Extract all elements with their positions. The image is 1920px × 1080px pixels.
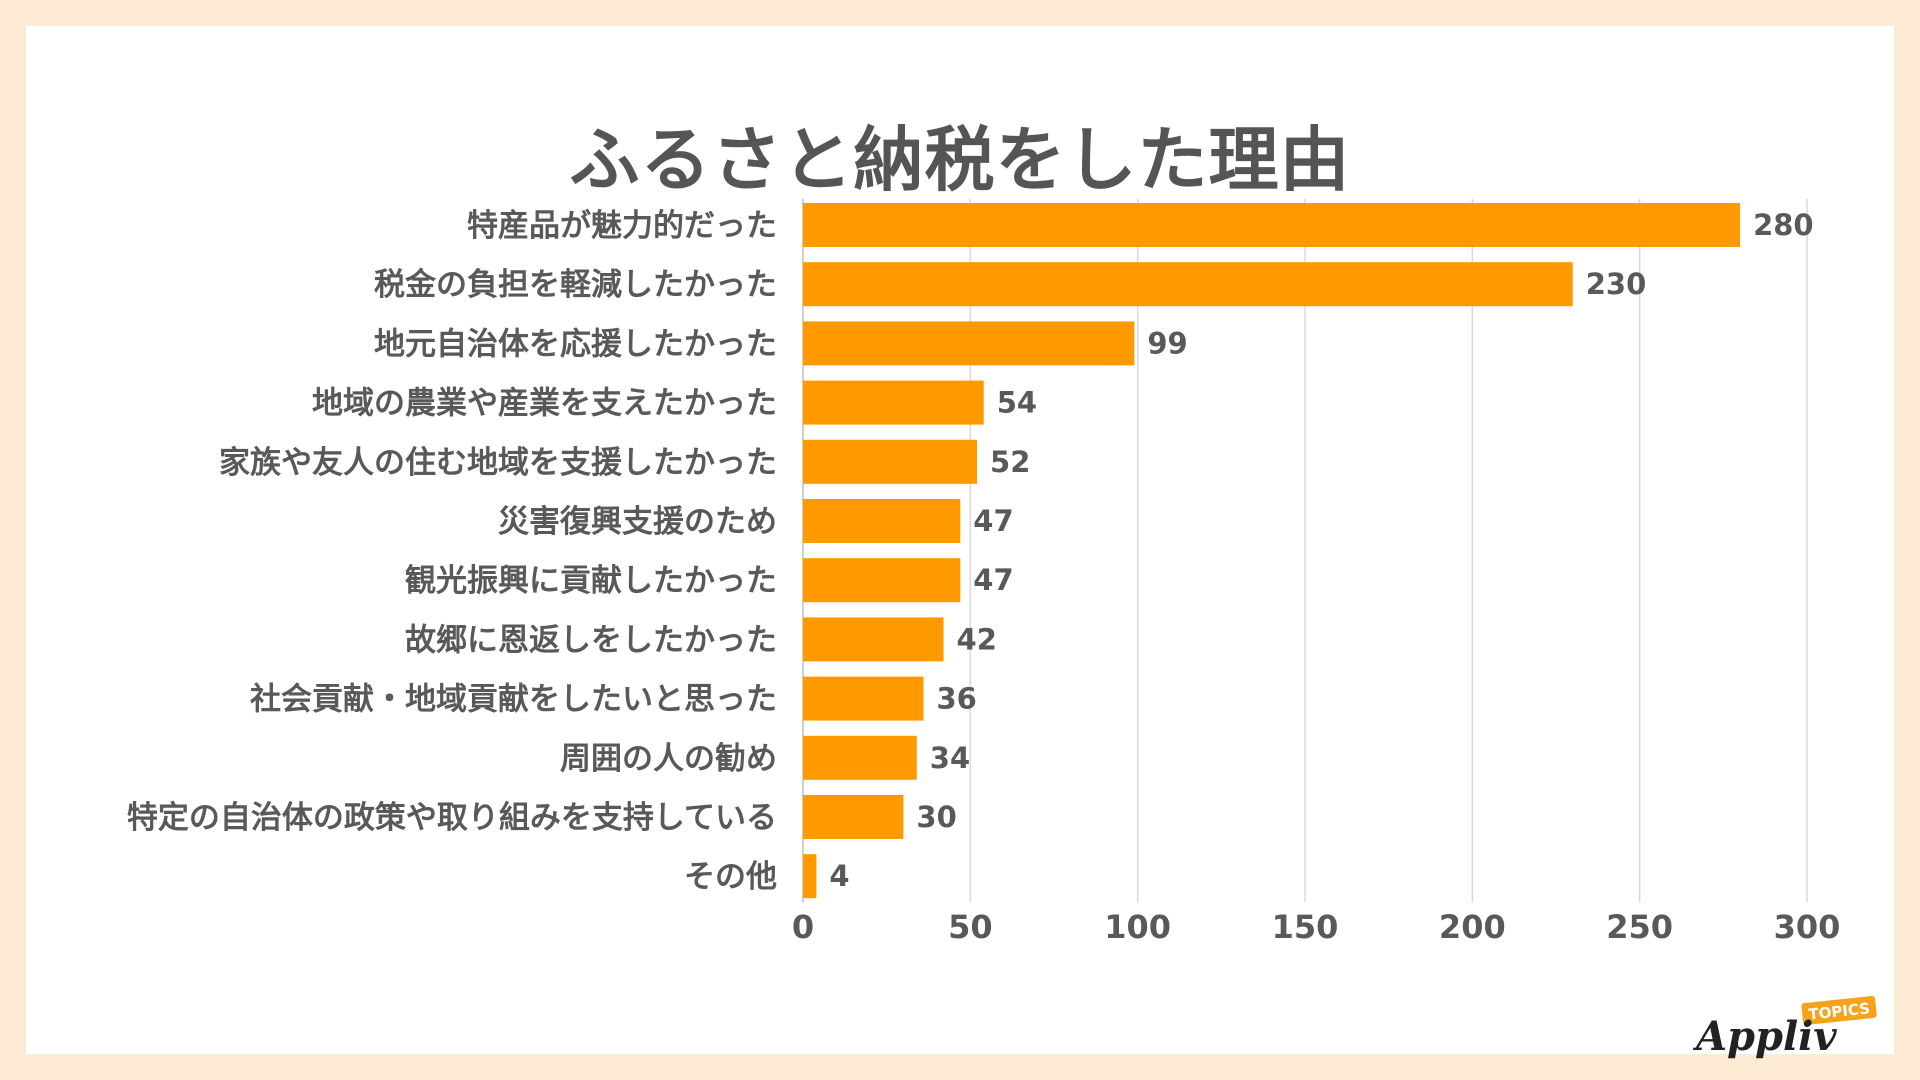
x-tick-label-200: 200 [1439,908,1506,946]
category-label-6: 観光振興に貢献したかった [405,563,777,599]
x-tick-label-300: 300 [1774,908,1841,946]
value-label-0: 280 [1753,208,1814,242]
category-label-11: その他 [684,859,777,895]
bar-11 [803,854,817,899]
labels: 0 50 100 150 200 250 300 特産品が魅力的だった 280 税金の負担を軽減し… [127,208,1840,946]
bar-7 [803,617,944,662]
value-label-6: 47 [973,563,1013,597]
bar-chart: 0 50 100 150 200 250 300 特産品が魅力的だった 280 税金の負担を軽減し… [127,199,1840,946]
x-tick-label-50: 50 [948,908,993,946]
chart-title: ふるさと納税をした理由 [569,119,1351,201]
bars [803,203,1741,899]
bar-3 [803,380,984,425]
value-label-11: 4 [829,859,849,893]
bar-10 [803,795,904,839]
value-label-2: 99 [1147,326,1187,360]
x-tick-label-0: 0 [792,908,814,946]
value-label-9: 34 [930,741,970,775]
category-label-9: 周囲の人の勧め [560,741,777,777]
appliv-topics-logo: TOPICS Appliv [1692,995,1877,1060]
bar-9 [803,735,917,780]
category-label-7: 故郷に恩返しをしたかった [405,622,777,658]
category-label-5: 災害復興支援のため [498,504,777,540]
bar-8 [803,676,924,721]
x-tick-label-250: 250 [1606,908,1673,946]
value-label-7: 42 [957,622,997,656]
category-label-1: 税金の負担を軽減したかった [374,267,777,303]
category-label-8: 社会貢献・地域貢献をしたいと思った [250,682,777,718]
category-label-10: 特定の自治体の政策や取り組みを支持している [127,800,777,836]
value-label-4: 52 [990,445,1030,479]
category-label-2: 地元自治体を応援したかった [374,326,777,362]
category-label-3: 地域の農業や産業を支えたかった [312,386,777,422]
bar-4 [803,439,978,484]
bar-0 [803,203,1741,247]
logo-text: Appliv [1692,1013,1837,1060]
bar-2 [803,321,1135,366]
value-label-1: 230 [1586,267,1647,301]
x-tick-label-150: 150 [1272,908,1339,946]
value-label-10: 30 [916,800,956,834]
bar-5 [803,499,961,543]
bar-1 [803,262,1573,307]
bar-6 [803,558,961,603]
category-label-4: 家族や友人の住む地域を支援したかった [219,445,777,481]
value-label-8: 36 [936,682,976,716]
chart-card: ふるさと納税をした理由 0 50 100 150 200 250 300 特産品が魅力的だった… [26,26,1894,1060]
category-label-0: 特産品が魅力的だった [467,208,777,244]
grid-lines [802,199,1808,903]
value-label-3: 54 [997,386,1037,420]
value-label-5: 47 [973,504,1013,538]
x-tick-label-100: 100 [1104,908,1171,946]
